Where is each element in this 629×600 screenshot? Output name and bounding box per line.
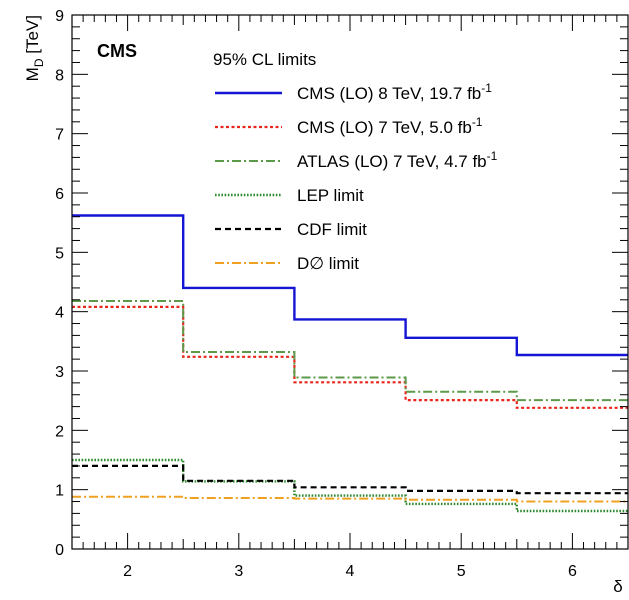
- legend-entry-label: ATLAS (LO) 7 TeV, 4.7 fb: [297, 152, 487, 171]
- x-tick-label: 5: [457, 563, 466, 580]
- legend-entry-5: D∅ limit: [297, 254, 359, 273]
- legend-entry-2: ATLAS (LO) 7 TeV, 4.7 fb-1: [297, 149, 498, 171]
- x-tick-label: 6: [568, 563, 577, 580]
- legend-entry-4: CDF limit: [297, 220, 367, 239]
- legend-entry-superscript: -1: [487, 149, 498, 163]
- y-tick-label: 4: [55, 305, 64, 322]
- series-line-4: [72, 464, 628, 495]
- x-tick-label: 4: [346, 563, 355, 580]
- legend-entry-3: LEP limit: [297, 186, 364, 205]
- tick-labels-layer: 0 1 2 3 4 5 6 7 8 9 2 3 4 5 6: [55, 8, 577, 580]
- legend-entry-superscript: -1: [481, 81, 492, 95]
- legend-title: 95% CL limits: [213, 50, 316, 69]
- y-axis-label-unit: [TeV]: [23, 15, 42, 58]
- experiment-label: CMS: [97, 41, 137, 61]
- legend-entry-label: D∅ limit: [297, 254, 359, 273]
- y-tick-label: 6: [55, 186, 64, 203]
- y-tick-label: 8: [55, 67, 64, 84]
- y-tick-label: 7: [55, 127, 64, 144]
- ticks-layer: [71, 14, 629, 550]
- legend-entry-1: CMS (LO) 7 TeV, 5.0 fb-1: [297, 115, 483, 137]
- legend-entry-label: CMS (LO) 8 TeV, 19.7 fb: [297, 84, 481, 103]
- series-line-5: [72, 495, 628, 503]
- y-tick-label: 3: [55, 364, 64, 381]
- x-tick-label: 3: [234, 563, 243, 580]
- legend-entry-label: CDF limit: [297, 220, 367, 239]
- series-line-2: [72, 300, 628, 402]
- y-tick-label: 2: [55, 423, 64, 440]
- legend-entry-0: CMS (LO) 8 TeV, 19.7 fb-1: [297, 81, 492, 103]
- y-tick-label: 5: [55, 245, 64, 262]
- legend: 95% CL limits CMS (LO) 8 TeV, 19.7 fb-1C…: [213, 50, 498, 273]
- legend-entry-label: CMS (LO) 7 TeV, 5.0 fb: [297, 118, 472, 137]
- series-layer: [72, 214, 628, 513]
- y-tick-label: 9: [55, 8, 64, 25]
- legend-entry-label: LEP limit: [297, 186, 364, 205]
- series-line-1: [72, 305, 628, 409]
- x-tick-label: 2: [123, 563, 132, 580]
- y-tick-label: 0: [55, 542, 64, 559]
- x-axis-label: δ: [613, 577, 622, 596]
- y-axis-label-sub: D: [32, 58, 46, 67]
- series-line-3: [72, 458, 628, 513]
- y-axis-label: MD [TeV]: [23, 15, 46, 81]
- y-axis-label-main: M: [23, 67, 42, 81]
- series-line-0: [72, 214, 628, 357]
- y-tick-label: 1: [55, 483, 64, 500]
- legend-entry-superscript: -1: [472, 115, 483, 129]
